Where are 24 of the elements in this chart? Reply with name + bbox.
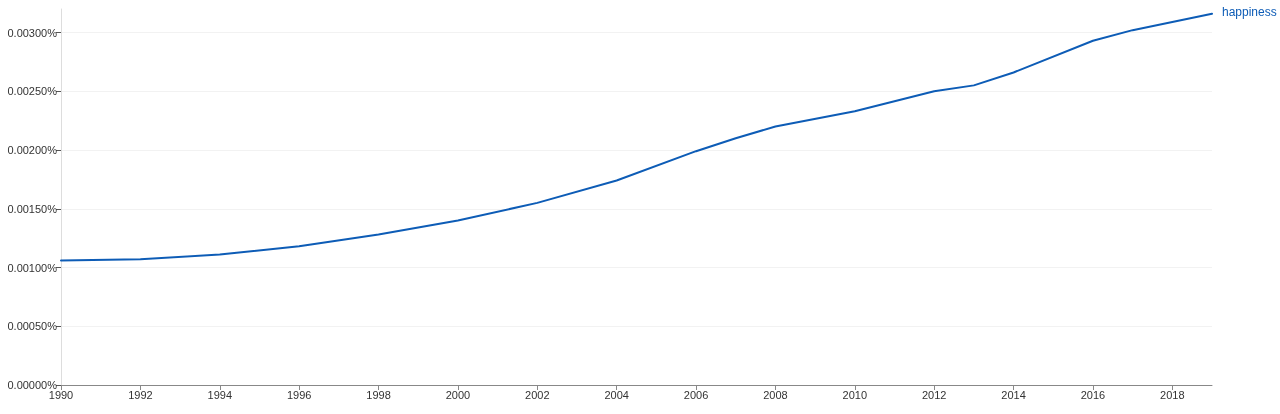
- x-tick-label: 1992: [128, 388, 153, 401]
- x-tick-label: 2004: [604, 388, 629, 401]
- y-tick-label: 0.00100%: [7, 261, 58, 274]
- x-tick-label: 1994: [207, 388, 232, 401]
- line-series: [60, 12, 1213, 262]
- y-tick-label: 0.00150%: [7, 202, 58, 215]
- y-tick-label: 0.00050%: [7, 320, 58, 333]
- x-tick-label: 1998: [366, 388, 391, 401]
- x-tick-label: 2006: [683, 388, 709, 401]
- x-tick-label: 2012: [921, 388, 947, 401]
- y-tick-label: 0.00250%: [7, 85, 58, 98]
- series-label: happiness: [1222, 4, 1277, 19]
- y-tick-label: 0.00200%: [7, 144, 58, 156]
- x-tick-label: 2014: [1001, 388, 1026, 401]
- x-tick-label: 2000: [445, 388, 471, 401]
- x-tick-label: 2018: [1160, 388, 1185, 401]
- x-tick-label: 2008: [763, 388, 788, 401]
- x-tick-label: 1996: [286, 388, 312, 401]
- y-tick-label: 0.00000%: [7, 379, 58, 391]
- x-tick-label: 1990: [48, 388, 74, 401]
- y-tick-label: 0.00300%: [7, 26, 58, 39]
- x-tick-label: 2002: [525, 388, 550, 401]
- x-tick-label: 2016: [1080, 388, 1106, 401]
- x-tick-label: 2010: [842, 388, 868, 401]
